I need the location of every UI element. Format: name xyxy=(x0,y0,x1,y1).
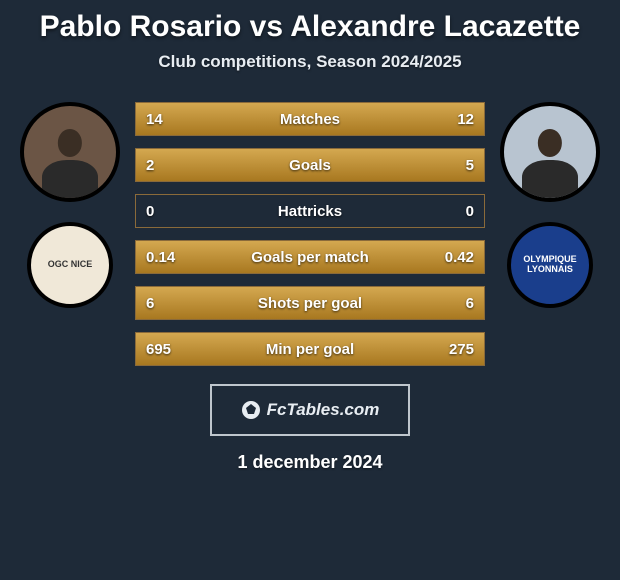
person-silhouette-icon xyxy=(522,129,577,198)
date-label: 1 december 2024 xyxy=(237,452,382,473)
subtitle: Club competitions, Season 2024/2025 xyxy=(158,52,461,72)
stat-row: 0 Hattricks 0 xyxy=(135,194,485,228)
stat-value-left: 695 xyxy=(146,341,171,358)
comparison-card: Pablo Rosario vs Alexandre Lacazette Clu… xyxy=(0,0,620,473)
club-left-crest: OGC NICE xyxy=(27,222,113,308)
stats-table: 14 Matches 12 2 Goals 5 0 Hattricks 0 0.14 Goals p… xyxy=(135,102,485,366)
stat-value-right: 6 xyxy=(466,295,474,312)
stat-value-right: 0.42 xyxy=(445,249,474,266)
stat-value-right: 12 xyxy=(457,111,474,128)
stat-label: Hattricks xyxy=(278,203,342,220)
stat-fill-right xyxy=(237,149,484,181)
stat-value-right: 5 xyxy=(466,157,474,174)
person-silhouette-icon xyxy=(42,129,97,198)
stat-row: 695 Min per goal 275 xyxy=(135,332,485,366)
stat-value-right: 275 xyxy=(449,341,474,358)
stat-label: Goals xyxy=(289,157,331,174)
club-right-label: OLYMPIQUE LYONNAIS xyxy=(511,251,589,279)
stat-value-left: 14 xyxy=(146,111,163,128)
stat-value-left: 6 xyxy=(146,295,154,312)
stat-value-left: 2 xyxy=(146,157,154,174)
stat-value-right: 0 xyxy=(466,203,474,220)
left-column: OGC NICE xyxy=(15,102,125,308)
player-left-avatar xyxy=(20,102,120,202)
stat-row: 0.14 Goals per match 0.42 xyxy=(135,240,485,274)
right-column: OLYMPIQUE LYONNAIS xyxy=(495,102,605,308)
page-title: Pablo Rosario vs Alexandre Lacazette xyxy=(40,10,581,44)
attribution-text: FcTables.com xyxy=(267,400,380,420)
soccer-ball-icon xyxy=(241,400,261,420)
stat-value-left: 0.14 xyxy=(146,249,175,266)
stat-label: Shots per goal xyxy=(258,295,362,312)
stat-label: Min per goal xyxy=(266,341,354,358)
stat-row: 2 Goals 5 xyxy=(135,148,485,182)
stat-row: 6 Shots per goal 6 xyxy=(135,286,485,320)
club-right-crest: OLYMPIQUE LYONNAIS xyxy=(507,222,593,308)
main-row: OGC NICE 14 Matches 12 2 Goals 5 0 Hattricks 0 0.… xyxy=(0,102,620,366)
stat-value-left: 0 xyxy=(146,203,154,220)
stat-label: Matches xyxy=(280,111,340,128)
attribution-badge: FcTables.com xyxy=(210,384,410,436)
stat-label: Goals per match xyxy=(251,249,369,266)
stat-row: 14 Matches 12 xyxy=(135,102,485,136)
club-left-label: OGC NICE xyxy=(44,256,97,274)
player-right-avatar xyxy=(500,102,600,202)
